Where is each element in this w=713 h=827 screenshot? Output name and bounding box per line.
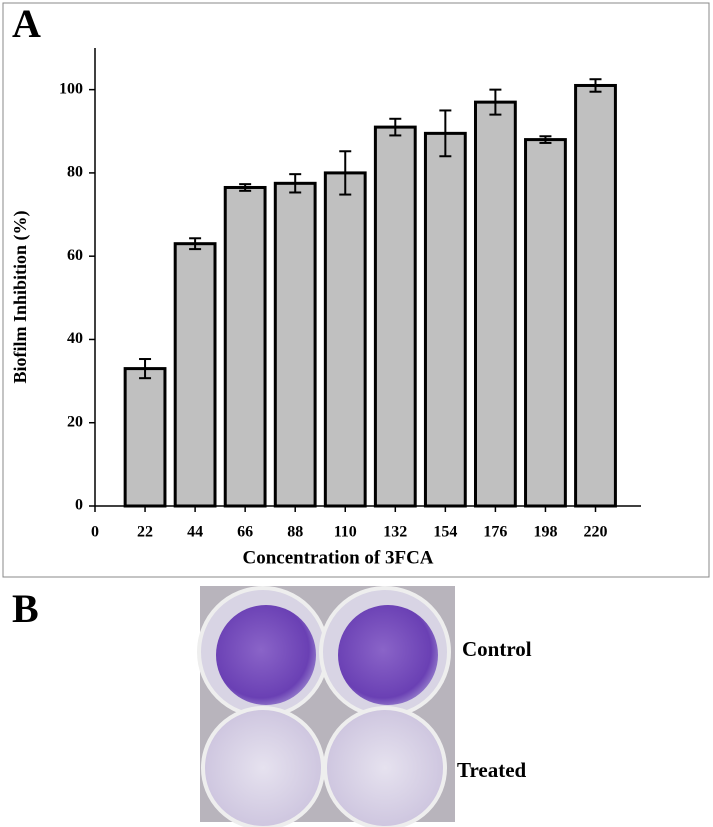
- x-tick-label: 22: [137, 524, 153, 541]
- x-tick-label: 66: [237, 524, 253, 541]
- well-stain: [338, 605, 438, 705]
- bar: [524, 138, 567, 508]
- y-axis-label: Biofilm Inhibition (%): [10, 210, 31, 383]
- panel-label: B: [12, 586, 39, 631]
- plot: 0 20 40 60 80 100 0 22 44 66 88 110 132 154 176 198 220 C…: [10, 48, 641, 568]
- well-stain: [216, 605, 316, 705]
- y-tick-label: 20: [67, 413, 83, 430]
- y-tick-label: 100: [59, 80, 83, 97]
- x-tick-label: 176: [483, 524, 507, 541]
- bar: [473, 100, 517, 508]
- x-tick-label: 154: [433, 524, 457, 541]
- bar: [373, 125, 417, 508]
- y-tick-label: 60: [67, 247, 83, 264]
- x-tick-label: 110: [334, 524, 357, 541]
- bar: [423, 131, 467, 508]
- photo-label: Treated: [457, 758, 527, 782]
- x-tick-label: 44: [187, 524, 203, 541]
- well: [323, 706, 447, 827]
- bar: [173, 242, 217, 508]
- bar: [223, 185, 267, 508]
- photo: [197, 586, 455, 827]
- x-tick-label: 88: [287, 524, 303, 541]
- well: [201, 706, 325, 827]
- y-tick-label: 80: [67, 164, 83, 181]
- x-tick-label: 220: [584, 524, 608, 541]
- y-tick-label: 40: [67, 330, 83, 347]
- panel-label: A: [12, 1, 41, 46]
- bar: [574, 83, 617, 508]
- photo-label: Control: [462, 637, 532, 661]
- bar: [123, 367, 167, 508]
- x-axis-label: Concentration of 3FCA: [242, 547, 433, 568]
- y-tick-label: 0: [75, 497, 83, 514]
- x-tick-label: 0: [91, 524, 99, 541]
- bar: [273, 181, 317, 508]
- panel-frame: [2, 2, 710, 578]
- x-tick-label: 132: [383, 524, 407, 541]
- bar: [323, 171, 367, 508]
- x-tick-label: 198: [533, 524, 557, 541]
